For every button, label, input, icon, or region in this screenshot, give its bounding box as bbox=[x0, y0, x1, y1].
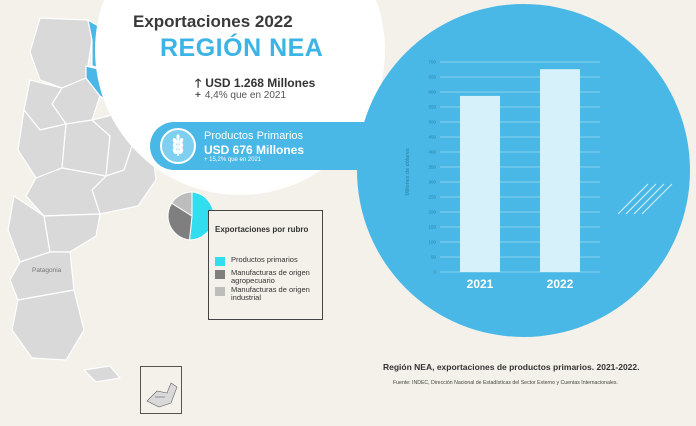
map-province-santa-cruz bbox=[11, 289, 85, 361]
chart-y-axis-label: Millones de dólares bbox=[405, 148, 411, 196]
map-province-rio-negro bbox=[43, 213, 101, 253]
chart-y-ticks: 0 50 100 150 200 250 300 350 400 450 500 550 600 650 7… bbox=[428, 60, 436, 275]
y-tick-label: 150 bbox=[428, 225, 436, 230]
legend-title: Exportaciones por rubro bbox=[215, 225, 309, 234]
highlight-change: + 15,2% que en 2021 bbox=[204, 157, 262, 163]
total-value: USD 1.268 Millones bbox=[205, 76, 316, 90]
y-tick-label: 100 bbox=[428, 240, 436, 245]
plus-icon: + bbox=[195, 90, 201, 101]
y-tick-label: 700 bbox=[428, 60, 436, 65]
legend-item-manufacturas-industrial: Manufacturas de origen industrial bbox=[215, 286, 316, 302]
map-province-tierra-del-fuego bbox=[82, 365, 122, 383]
total-change: 4,4% que en 2021 bbox=[204, 90, 287, 101]
bar-2022 bbox=[540, 69, 580, 272]
y-tick-label: 550 bbox=[428, 105, 436, 110]
chart-caption: Región NEA, exportaciones de productos p… bbox=[383, 362, 640, 372]
pie-legend: Exportaciones por rubro Productos primar… bbox=[208, 210, 323, 320]
legend-label: Manufacturas de origen agropecuario bbox=[231, 268, 310, 285]
total-value-row: 🡑 USD 1.268 Millones bbox=[195, 74, 315, 95]
y-tick-label: 450 bbox=[428, 135, 436, 140]
highlight-value: USD 676 Millones bbox=[204, 143, 305, 157]
pie-slice-manufacturas-industrial bbox=[171, 191, 193, 217]
arrow-up-icon: 🡑 bbox=[195, 76, 202, 90]
chart-bars bbox=[460, 69, 580, 273]
wheat-icon bbox=[172, 134, 184, 156]
bar-2021 bbox=[460, 95, 500, 273]
y-tick-label: 200 bbox=[428, 210, 436, 215]
legend-swatch bbox=[215, 287, 225, 296]
page-title: Exportaciones 2022 bbox=[133, 12, 293, 31]
y-tick-label: 300 bbox=[428, 180, 436, 185]
map-province-la-pampa bbox=[25, 167, 108, 217]
legend-item-manufacturas-agropecuario: Manufacturas de origen agropecuario bbox=[215, 269, 316, 285]
y-tick-label: 600 bbox=[428, 90, 436, 95]
y-tick-label: 0 bbox=[433, 270, 436, 275]
highlight-label: Productos Primarios bbox=[204, 130, 304, 142]
map-label-patagonia: Patagonia bbox=[32, 267, 62, 274]
chart-source: Fuente: INDEC, Dirección Nacional de Est… bbox=[393, 380, 618, 386]
total-change-row: +4,4% que en 2021 bbox=[195, 90, 286, 101]
x-category-label: 2022 bbox=[547, 277, 574, 291]
inset-map-drawing bbox=[146, 382, 178, 408]
region-title: REGIÓN NEA bbox=[160, 34, 324, 62]
y-tick-label: 400 bbox=[428, 150, 436, 155]
legend-label: Manufacturas de origen industrial bbox=[231, 285, 310, 302]
legend-item-productos-primarios: Productos primarios bbox=[215, 256, 316, 266]
y-tick-label: 50 bbox=[431, 255, 437, 260]
hatch-decoration bbox=[617, 183, 673, 215]
y-tick-label: 250 bbox=[428, 195, 436, 200]
y-tick-label: 650 bbox=[428, 75, 436, 80]
x-category-label: 2021 bbox=[467, 277, 494, 291]
wheat-icon-badge bbox=[160, 128, 196, 164]
chart-backdrop-circle bbox=[357, 4, 690, 337]
legend-swatch bbox=[215, 257, 225, 266]
legend-label: Productos primarios bbox=[231, 255, 298, 264]
y-tick-label: 500 bbox=[428, 120, 436, 125]
y-tick-label: 350 bbox=[428, 165, 436, 170]
inset-map bbox=[140, 366, 182, 414]
chart-x-labels: 2021 2022 bbox=[467, 277, 574, 291]
legend-swatch bbox=[215, 270, 225, 279]
